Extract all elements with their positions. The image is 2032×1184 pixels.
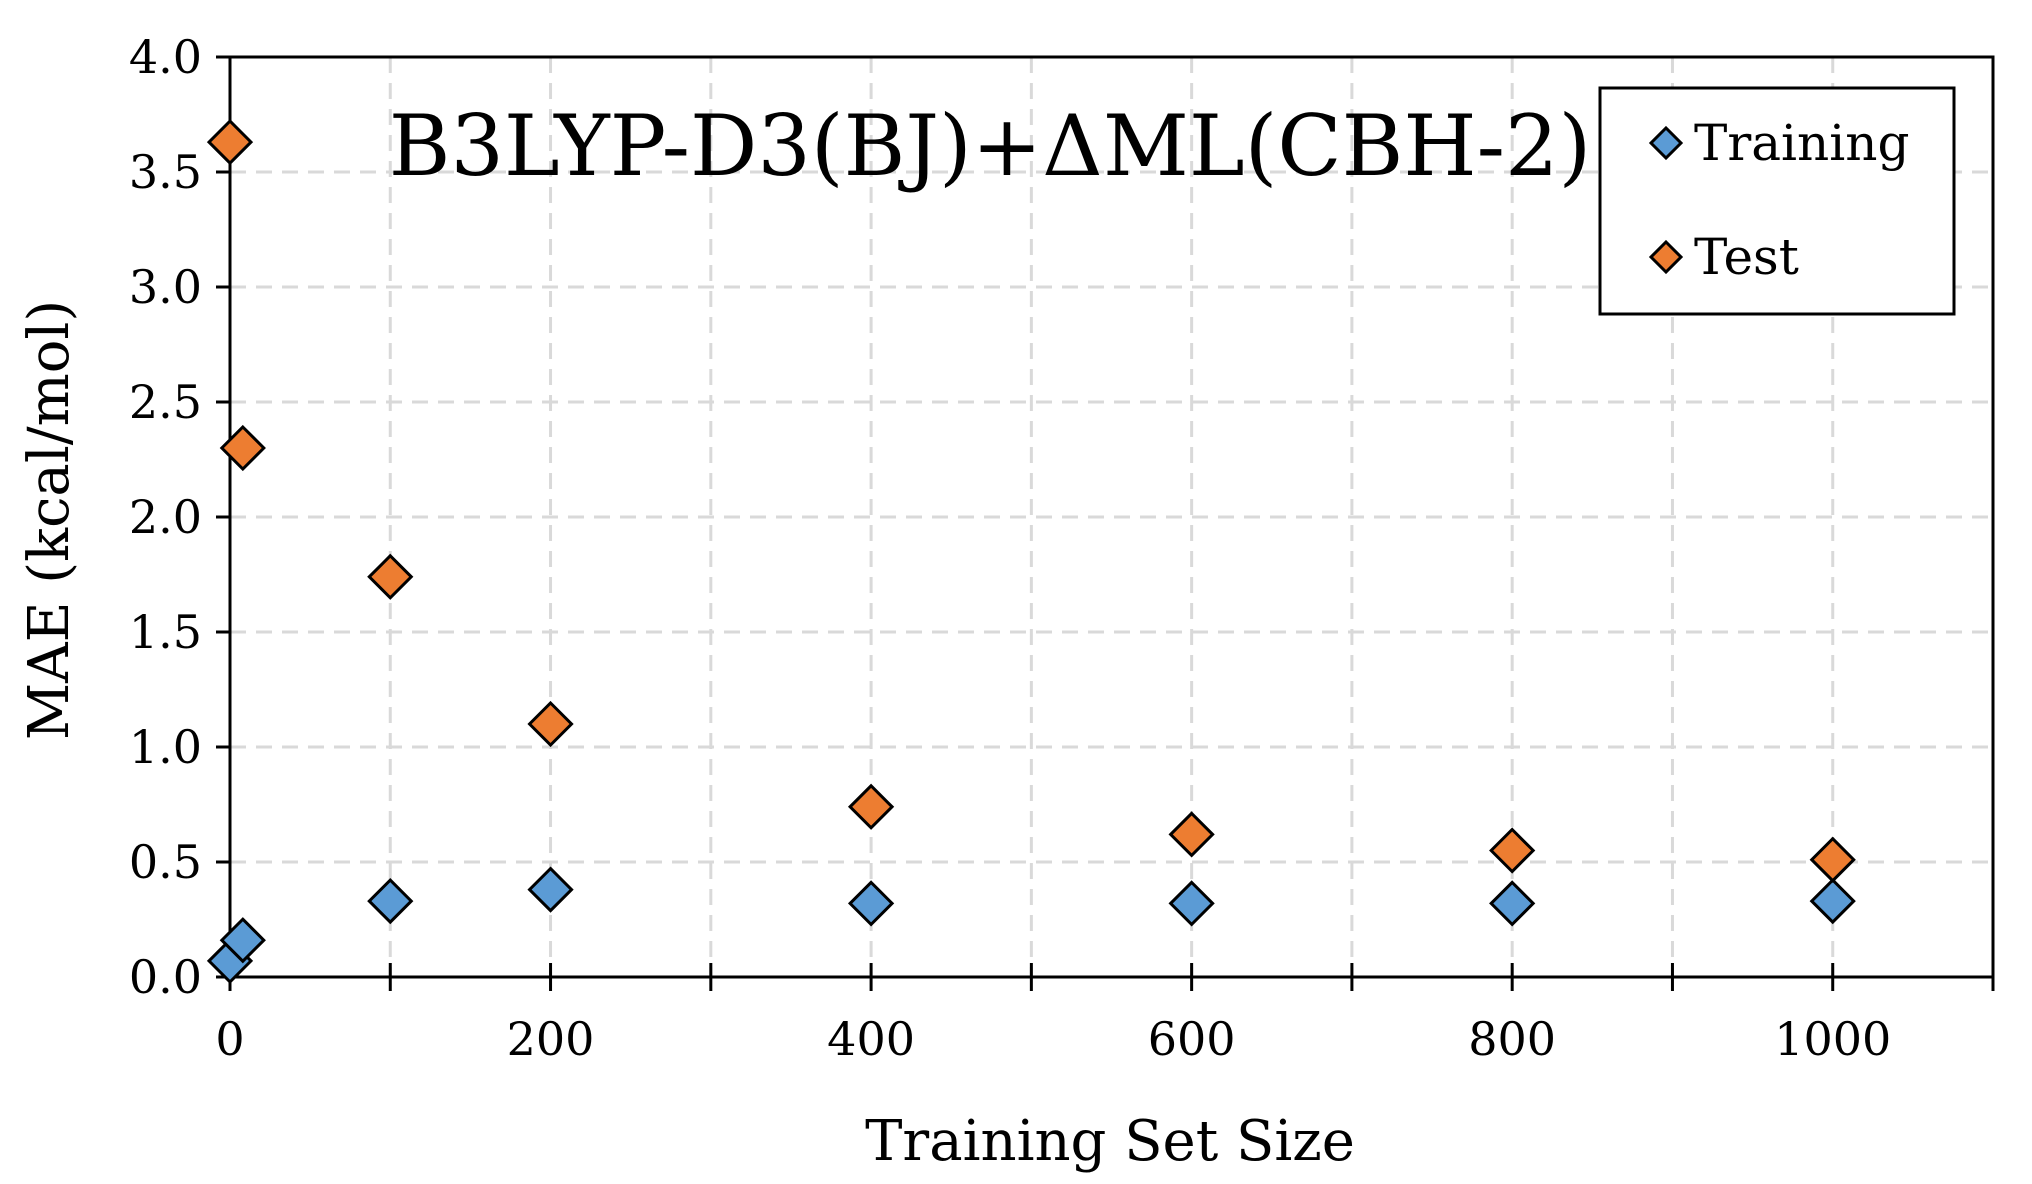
- test-point: [1489, 827, 1536, 874]
- training-point: [367, 877, 414, 925]
- x-tick-label: 1000: [1774, 1012, 1891, 1066]
- y-tick-label: 4.0: [129, 30, 202, 84]
- legend-marker-training: [1648, 125, 1684, 161]
- training-point: [527, 866, 574, 913]
- y-tick-label: 2.5: [129, 375, 202, 429]
- test-point: [219, 424, 266, 472]
- data-points: [206, 118, 1856, 985]
- tick-labels: 0.0 0.5 1.0 1.5 2.0 2.5 3.0 3.5 4.0 0 200 400 600 800…: [129, 30, 1891, 1066]
- x-tick-label: 600: [1148, 1012, 1236, 1066]
- plot-area-border: [228, 55, 1995, 979]
- legend: Training Test: [1598, 86, 1956, 316]
- y-axis-label: MAE (kcal/mol): [17, 300, 82, 740]
- training-point: [1489, 880, 1536, 927]
- test-point: [206, 118, 254, 166]
- y-tick-label: 3.0: [129, 260, 202, 314]
- legend-label-training: Training: [1694, 114, 1909, 172]
- test-point: [1168, 811, 1215, 858]
- y-tick-label: 1.5: [129, 605, 202, 659]
- x-tick-label: 800: [1468, 1012, 1556, 1066]
- y-tick-label: 0.0: [129, 950, 202, 1004]
- y-tick-label: 3.5: [129, 145, 202, 199]
- training-point: [1168, 880, 1215, 927]
- y-tick-label: 1.0: [129, 720, 202, 774]
- x-tick-label: 200: [507, 1012, 595, 1066]
- legend-label-test: Test: [1694, 228, 1799, 286]
- training-point: [219, 917, 266, 964]
- test-point: [367, 553, 414, 600]
- training-point: [847, 880, 895, 927]
- y-tick-label: 2.0: [129, 490, 202, 544]
- x-axis-label: Training Set Size: [865, 1109, 1355, 1174]
- test-point: [1809, 836, 1856, 883]
- test-point: [847, 783, 895, 830]
- x-tick-label: 400: [827, 1012, 915, 1066]
- y-tick-label: 0.5: [129, 835, 202, 889]
- training-point: [1809, 877, 1856, 925]
- legend-box: [1598, 86, 1956, 316]
- legend-marker-test: [1648, 239, 1684, 275]
- test-point: [527, 700, 574, 748]
- x-tick-label: 0: [215, 1012, 244, 1066]
- chart-title: B3LYP-D3(BJ)+ΔML(CBH-2): [389, 97, 1592, 195]
